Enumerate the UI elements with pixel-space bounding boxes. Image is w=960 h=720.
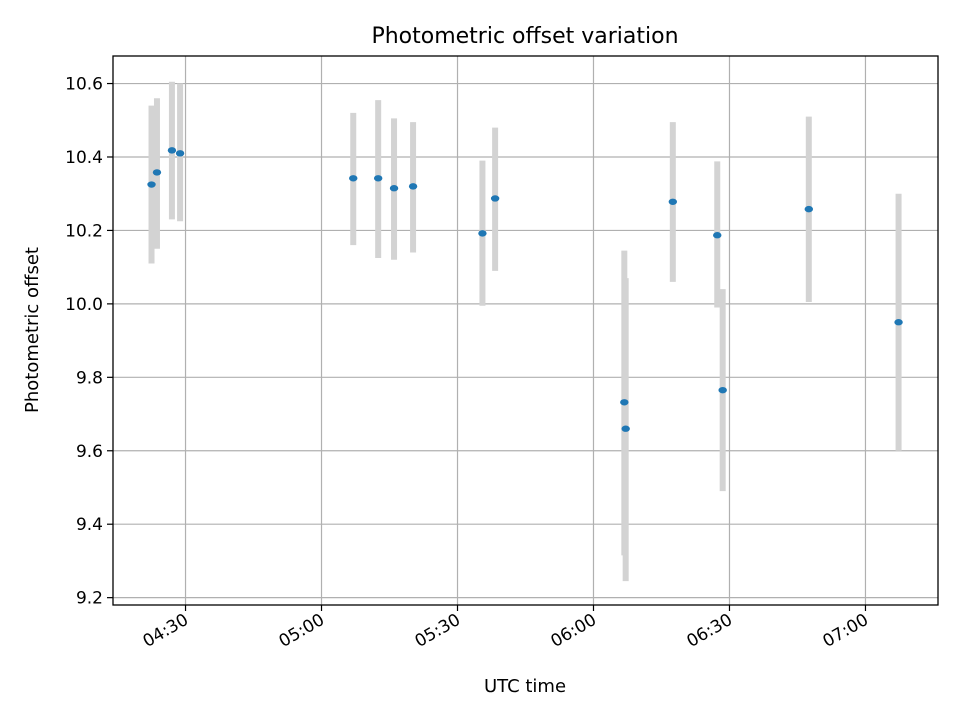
x-tick-label: 05:00 <box>276 610 328 652</box>
y-tick-label: 9.6 <box>76 442 103 462</box>
data-point <box>894 319 903 326</box>
data-point <box>478 230 487 237</box>
y-tick-label: 9.4 <box>76 515 103 535</box>
y-tick-label: 10.2 <box>65 221 103 241</box>
data-point <box>713 232 722 239</box>
y-axis-label: Photometric offset <box>22 247 43 413</box>
x-tick-label: 07:00 <box>820 610 872 652</box>
x-tick-label: 05:30 <box>412 610 464 652</box>
y-tick-label: 10.4 <box>65 148 103 168</box>
y-tick-label: 9.2 <box>76 589 103 609</box>
data-point <box>718 386 727 394</box>
data-points <box>147 147 903 432</box>
data-point <box>668 198 678 205</box>
data-point <box>167 147 177 154</box>
y-tick-label: 10.0 <box>65 295 103 315</box>
x-tick-label: 06:30 <box>684 610 736 652</box>
data-point <box>621 425 630 432</box>
data-point <box>490 195 500 202</box>
data-point <box>620 399 629 406</box>
data-point <box>389 185 399 192</box>
y-tick-label: 10.6 <box>65 75 103 95</box>
chart-title: Photometric offset variation <box>371 24 678 49</box>
x-tick-label: 06:00 <box>548 610 600 652</box>
data-point <box>408 183 418 190</box>
data-point <box>349 175 358 182</box>
data-point <box>373 175 383 182</box>
x-axis-label: UTC time <box>484 676 566 697</box>
data-point <box>147 181 156 188</box>
data-point <box>804 205 814 213</box>
data-point <box>175 150 185 157</box>
y-axis-ticks: 9.2 9.4 9.6 9.8 10.0 10.2 10.4 10.6 <box>65 75 113 609</box>
y-tick-label: 9.8 <box>76 368 103 388</box>
plot-frame <box>112 55 939 606</box>
x-tick-label: 04:30 <box>140 610 192 652</box>
grid-lines <box>113 56 938 605</box>
data-point <box>152 169 162 176</box>
x-axis-ticks: 04:30 05:00 05:30 06:00 06:30 07:00 <box>140 605 872 652</box>
